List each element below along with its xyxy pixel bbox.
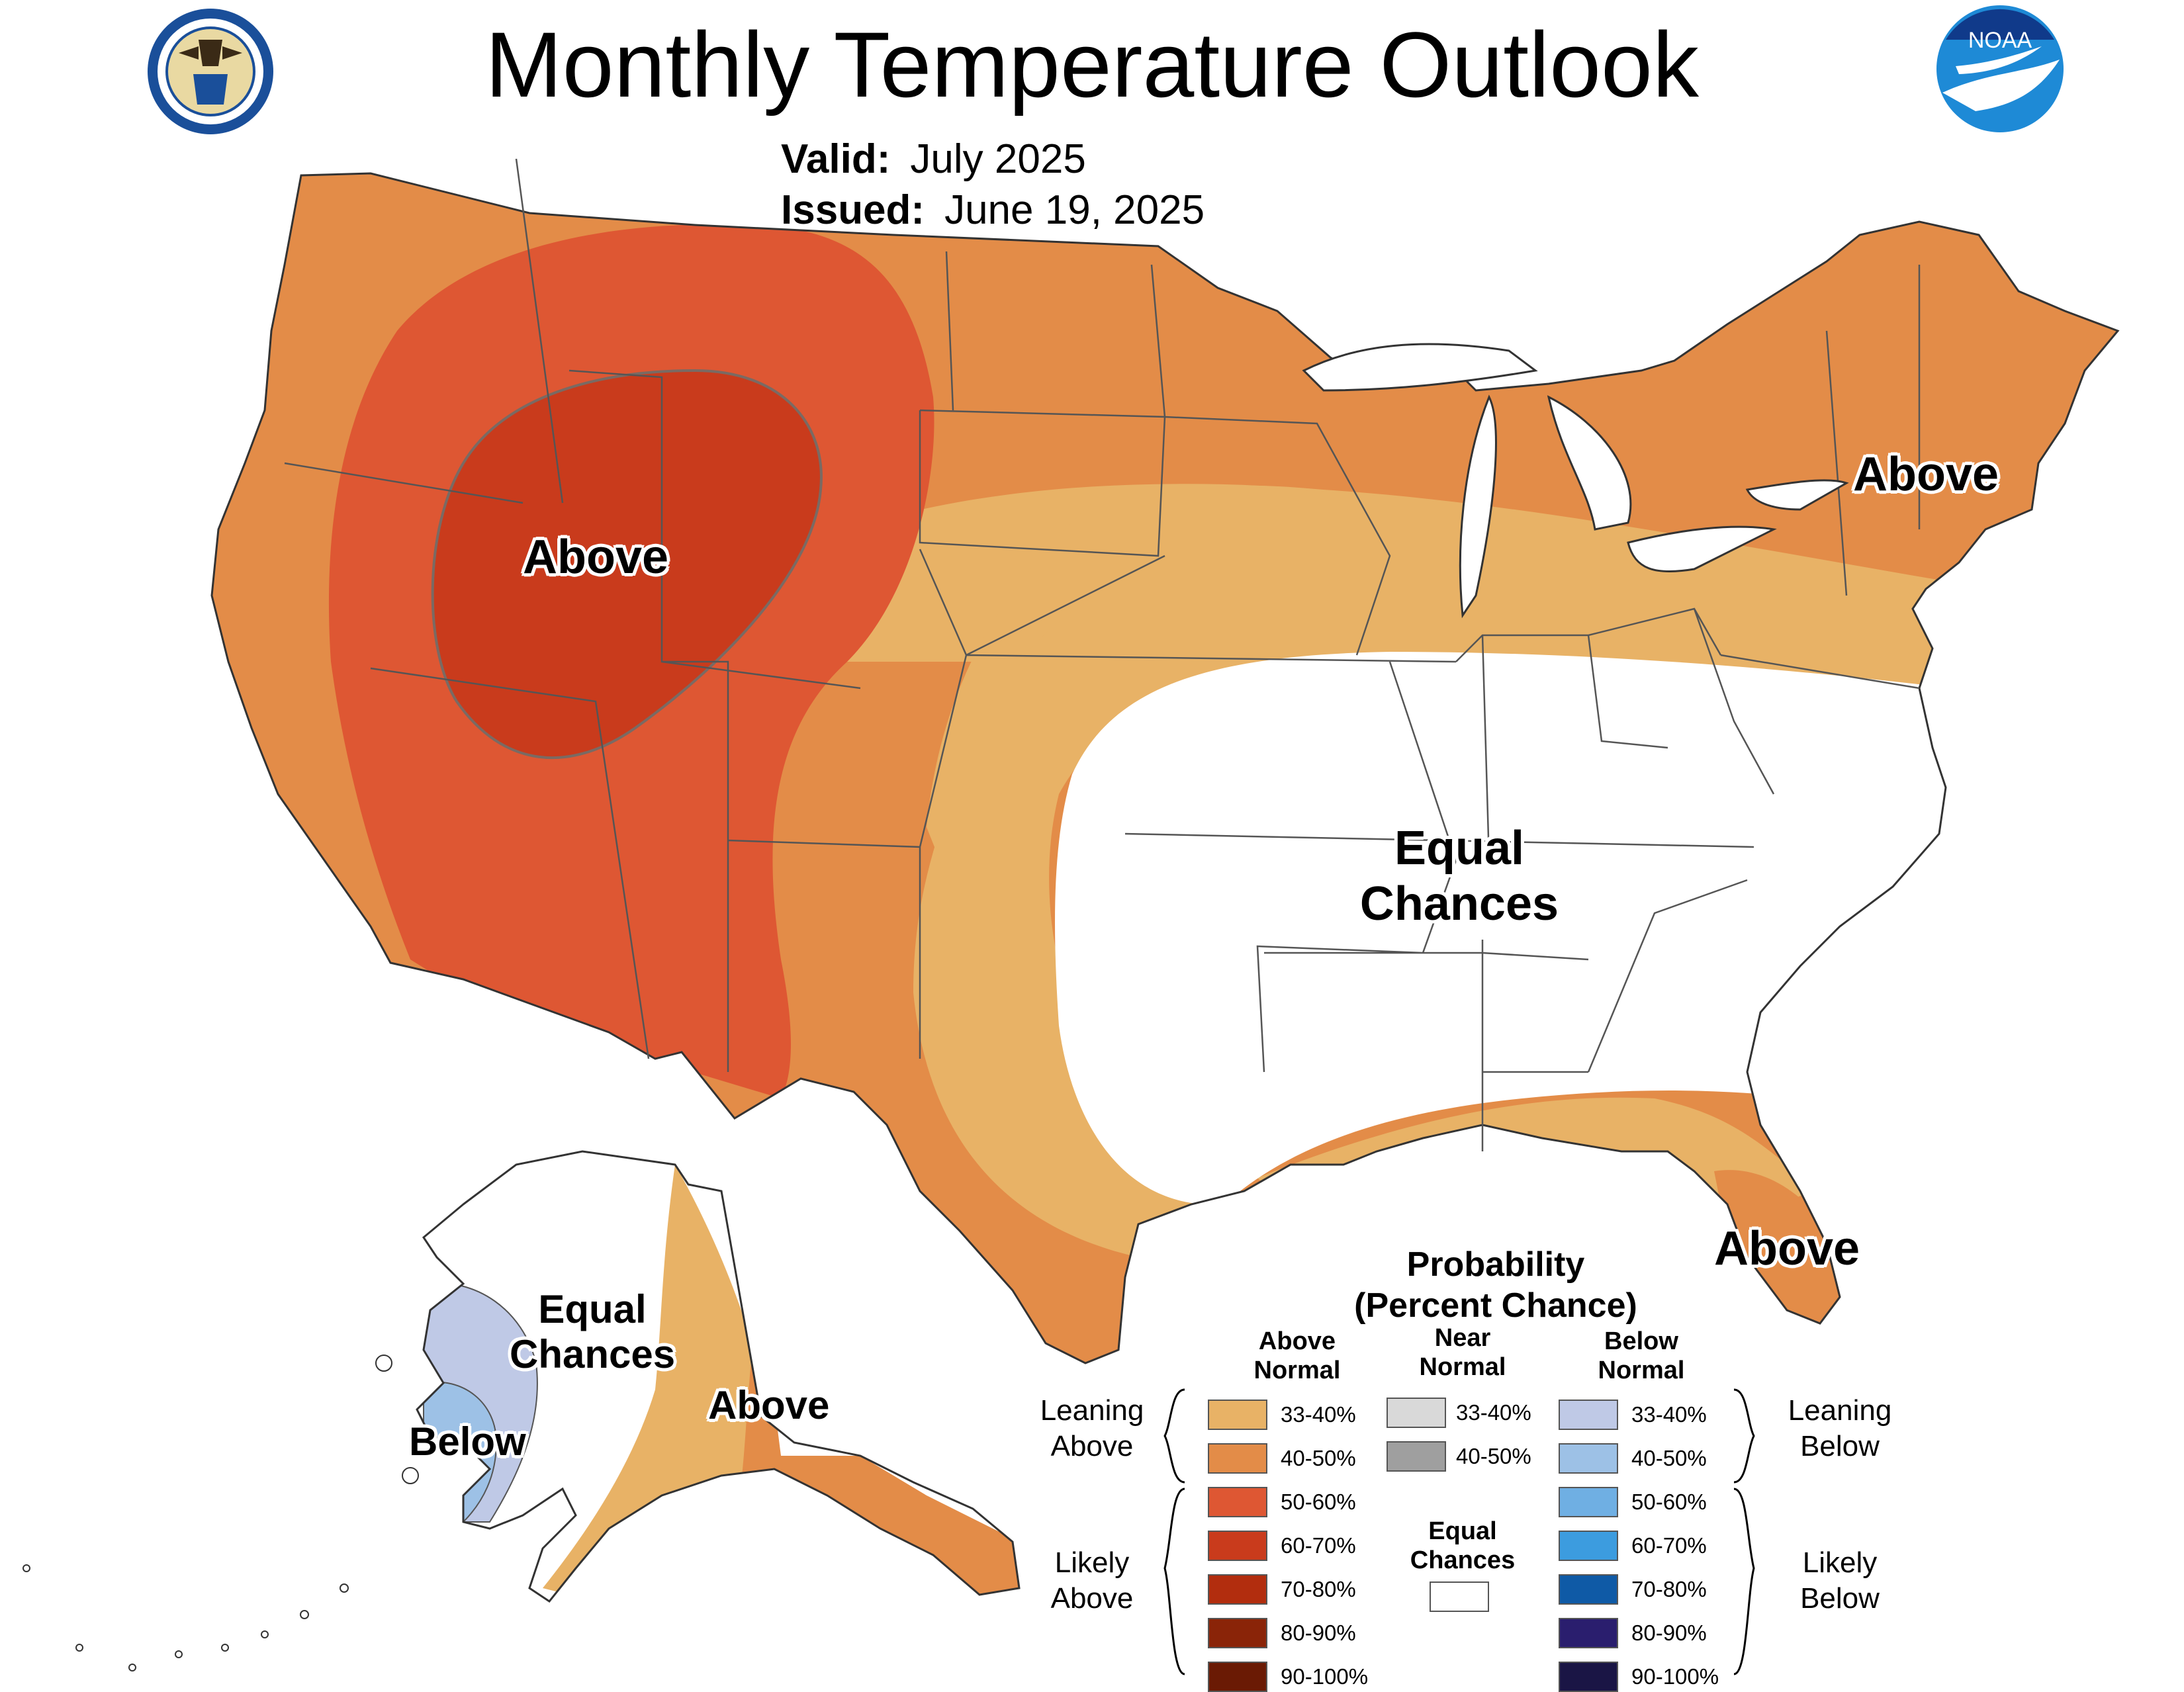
label-equal-chances: Equal Chances (1350, 821, 1569, 932)
legend-below-swatch (1559, 1443, 1618, 1474)
legend-below-label: 90-100% (1631, 1664, 1719, 1689)
legend-below-label: 70-80% (1631, 1577, 1707, 1601)
state-borders (284, 158, 1921, 1151)
above-33-40-band-plains (927, 485, 1390, 926)
valid-row: Valid: July 2025 (781, 136, 1086, 183)
legend-near-swatch (1387, 1441, 1446, 1472)
legend-below-label: 60-70% (1631, 1533, 1707, 1558)
legend-above-swatch (1208, 1531, 1267, 1561)
department-of-commerce-seal-icon (148, 9, 273, 134)
legend-below-label: 50-60% (1631, 1490, 1707, 1514)
alaska-above-40-50 (741, 1297, 1019, 1601)
legend-below-swatch (1559, 1618, 1618, 1648)
legend-title: Probability (Percent Chance) (1291, 1244, 1701, 1326)
above-33-40-band (662, 484, 1952, 1257)
equal-chances-line1: Equal (1394, 822, 1525, 875)
legend-near-label: 40-50% (1456, 1444, 1531, 1468)
label-ak-equal-chances: Equal Chances (510, 1287, 675, 1377)
legend-likely-above: Likely Above (1050, 1546, 1134, 1615)
legend-near-swatch (1387, 1398, 1446, 1428)
ak-equal-line2: Chances (510, 1332, 676, 1376)
legend-below-swatch (1559, 1400, 1618, 1430)
legend-below-swatch (1559, 1487, 1618, 1517)
legend-above-swatch (1208, 1574, 1267, 1605)
legend-title-line1: Probability (1406, 1245, 1585, 1284)
ak-equal-line1: Equal (538, 1287, 647, 1331)
label-ak-below: Below (409, 1419, 526, 1464)
issued-row: Issued: June 19, 2025 (781, 187, 1205, 234)
legend-above-label: 40-50% (1281, 1446, 1356, 1470)
label-above-florida: Above (1714, 1222, 1860, 1275)
legend-head-near: Near Normal (1419, 1324, 1506, 1381)
alaska-outline (416, 1150, 1021, 1603)
legend-below-label: 80-90% (1631, 1621, 1707, 1645)
noaa-logo-text: NOAA (1968, 28, 2032, 53)
above-40-50-florida (1714, 1170, 1853, 1337)
legend-above-label: 33-40% (1281, 1402, 1356, 1427)
legend-leaning-below: Leaning Below (1788, 1394, 1892, 1462)
valid-value: July 2025 (910, 136, 1086, 182)
label-ak-above: Above (708, 1383, 830, 1427)
page-title: Monthly Temperature Outlook (485, 13, 1699, 116)
legend-swatch-equal-chances (1430, 1581, 1489, 1612)
issued-label: Issued: (781, 187, 925, 233)
legend-above-label: 80-90% (1281, 1621, 1356, 1645)
legend-above-label: 70-80% (1281, 1577, 1356, 1601)
legend-above-label: 90-100% (1281, 1664, 1369, 1689)
great-lakes (1302, 343, 1849, 619)
label-above-west: Above (523, 531, 669, 584)
legend-below-swatch (1559, 1574, 1618, 1605)
legend-title-line2: (Percent Chance) (1354, 1286, 1637, 1325)
legend-leaning-above: Leaning Above (1040, 1394, 1144, 1462)
label-above-northeast: Above (1853, 448, 1999, 501)
legend-below-swatch (1559, 1662, 1618, 1692)
legend-above-swatch (1208, 1400, 1267, 1430)
legend-head-above: Above Normal (1253, 1327, 1341, 1384)
legend-above-swatch (1208, 1487, 1267, 1517)
equal-chances-area (1055, 652, 1952, 1205)
legend-below-label: 40-50% (1631, 1446, 1707, 1470)
aleutian-islands (23, 1355, 419, 1671)
legend-above-swatch (1208, 1443, 1267, 1474)
legend-below-swatch (1559, 1531, 1618, 1561)
legend-above-swatch (1208, 1662, 1267, 1692)
legend-likely-below: Likely Below (1800, 1546, 1880, 1615)
valid-label: Valid: (781, 136, 891, 182)
legend-equal-chances: Equal Chances (1410, 1517, 1516, 1574)
legend-above-label: 60-70% (1281, 1533, 1356, 1558)
legend-braces (1163, 1388, 1755, 1675)
equal-chances-line2: Chances (1359, 877, 1559, 930)
issued-value: June 19, 2025 (944, 187, 1205, 233)
legend-above-label: 50-60% (1281, 1490, 1356, 1514)
legend-near-label: 33-40% (1456, 1400, 1531, 1425)
legend-below-label: 33-40% (1631, 1402, 1707, 1427)
legend-head-below: Below Normal (1598, 1327, 1685, 1384)
noaa-logo-icon (1936, 5, 2064, 132)
legend-above-swatch (1208, 1618, 1267, 1648)
